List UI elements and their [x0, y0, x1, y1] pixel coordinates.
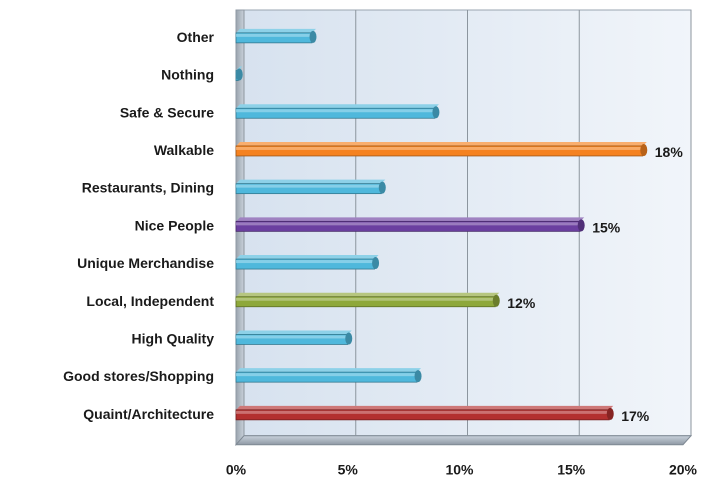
bar-end — [372, 257, 380, 270]
bar-end — [378, 181, 386, 194]
bar-highlight — [236, 146, 643, 150]
bar-end — [640, 143, 648, 156]
x-tick-label: 10% — [445, 462, 474, 478]
category-label: Safe & Secure — [120, 104, 214, 120]
bar-top — [236, 405, 614, 410]
bar-end — [345, 332, 353, 345]
bar-highlight — [236, 297, 496, 301]
x-tick-label: 15% — [557, 462, 586, 478]
bar-end — [309, 30, 317, 43]
bar — [235, 28, 317, 44]
bar-top — [236, 179, 386, 184]
bar — [235, 141, 648, 157]
category-label: Nothing — [161, 67, 214, 83]
data-label: 12% — [507, 295, 536, 311]
bar-highlight — [236, 109, 435, 113]
bar-end — [492, 294, 500, 307]
bar-top — [236, 292, 500, 297]
data-label: 15% — [592, 219, 621, 235]
data-labels: 18% 15% 12% 17% — [507, 144, 683, 424]
bar-top — [236, 141, 647, 146]
category-label: Walkable — [154, 142, 214, 158]
bar-end — [432, 106, 440, 119]
bar-highlight — [236, 373, 418, 377]
data-label: 18% — [655, 144, 684, 160]
bar-highlight — [236, 222, 581, 226]
data-label: 17% — [621, 408, 650, 424]
bar-top — [236, 330, 352, 335]
bar-highlight — [236, 335, 348, 339]
category-label: Restaurants, Dining — [82, 180, 214, 196]
bar-top — [236, 255, 379, 260]
bar-end — [414, 370, 422, 383]
category-label: Nice People — [135, 217, 215, 233]
x-axis-tick-labels: 0% 5% 10% 15% 20% — [226, 462, 698, 478]
bar — [235, 330, 353, 345]
x-tick-label: 0% — [226, 462, 247, 478]
category-label: High Quality — [132, 330, 215, 346]
bar-end — [606, 407, 614, 420]
bar — [235, 292, 500, 308]
bar-highlight — [236, 184, 382, 188]
bar — [235, 368, 422, 383]
bar — [235, 104, 440, 119]
bar — [235, 179, 386, 195]
bar — [235, 66, 243, 81]
bar — [235, 255, 380, 270]
category-label: Local, Independent — [86, 293, 214, 309]
bar-end — [577, 219, 585, 232]
x-tick-label: 5% — [338, 462, 359, 478]
category-label: Quaint/Architecture — [83, 406, 214, 422]
bar-highlight — [236, 410, 610, 414]
bar-end — [235, 68, 243, 81]
category-label: Good stores/Shopping — [63, 368, 214, 384]
bar-highlight — [236, 260, 375, 264]
x-tick-label: 20% — [669, 462, 698, 478]
bar — [235, 405, 614, 421]
bar-highlight — [236, 33, 312, 37]
bar-top — [236, 368, 422, 373]
bars — [235, 28, 648, 421]
category-label: Other — [177, 29, 215, 45]
bar-top — [236, 217, 585, 222]
bar — [235, 217, 585, 232]
bar-top — [236, 104, 439, 109]
bar-top — [236, 28, 316, 33]
floor — [234, 435, 693, 446]
category-label: Unique Merchandise — [77, 255, 214, 271]
category-labels: Other Nothing Safe & Secure Walkable Restaur… — [63, 29, 214, 422]
